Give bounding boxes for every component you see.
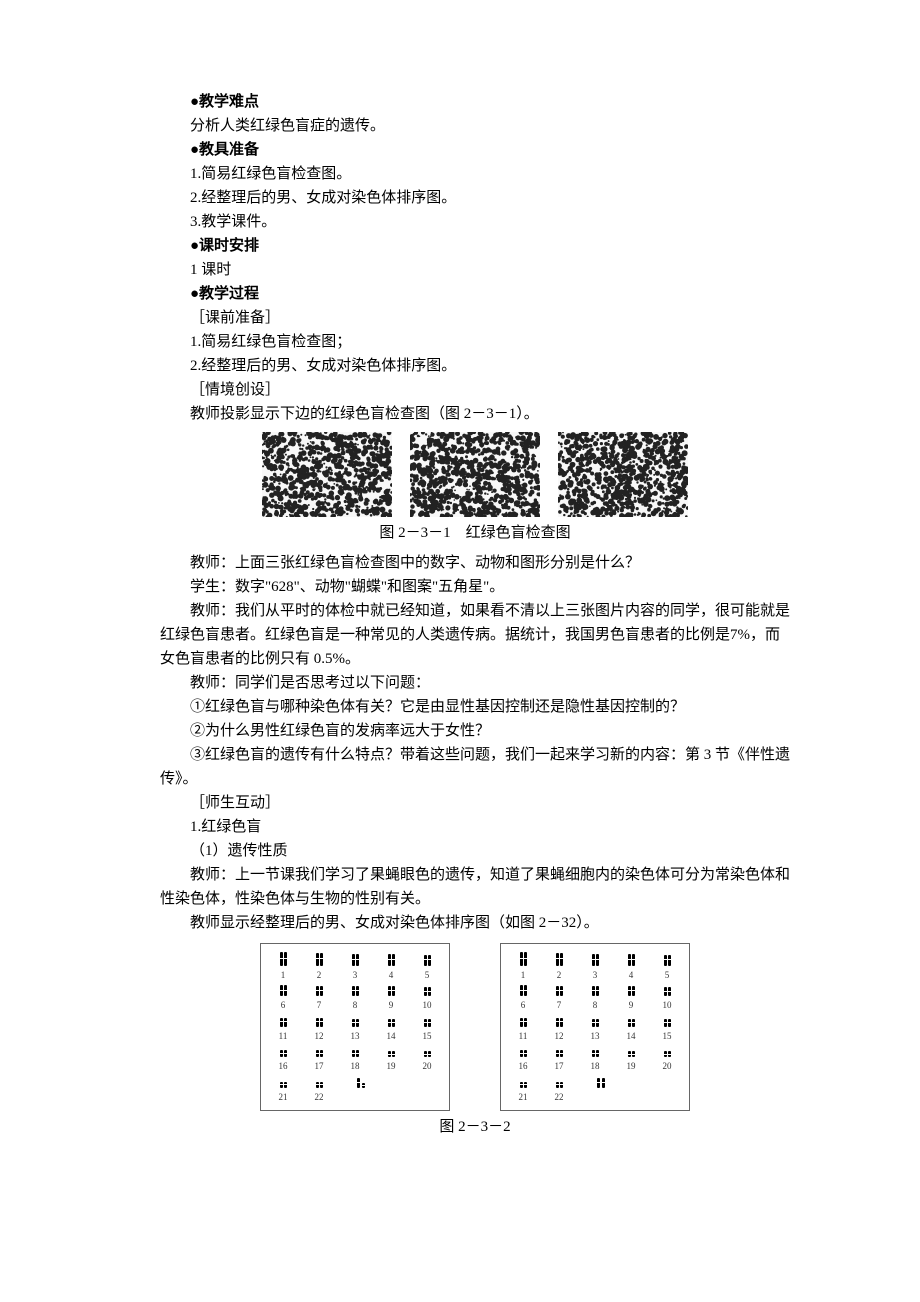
ishihara-figure (160, 432, 790, 517)
teacher-line-4: 教师：上一节课我们学习了果蝇眼色的遗传，知道了果蝇细胞内的染色体可分为常染色体和… (160, 863, 790, 911)
question-2: ②为什么男性红绿色盲的发病率远大于女性？ (160, 719, 790, 743)
chromosome-pair: 22 (307, 1074, 331, 1104)
interact-label: ［师生互动］ (160, 791, 790, 815)
tools-item-1: 1.简易红绿色盲检查图。 (160, 162, 790, 186)
figure-2-caption: 图 2－3－2 (160, 1115, 790, 1139)
tools-item-3: 3.教学课件。 (160, 210, 790, 234)
chromosome-pair: 7 (307, 982, 331, 1012)
chromosome-pair: 15 (655, 1013, 679, 1043)
chromosome-pair: 17 (307, 1043, 331, 1073)
chromosome-pair: 22 (547, 1074, 571, 1104)
chromosome-pair: 17 (547, 1043, 571, 1073)
chromosome-pair: 4 (379, 952, 403, 982)
teacher-line-1: 教师：上面三张红绿色盲检查图中的数字、动物和图形分别是什么？ (160, 551, 790, 575)
karyotype-female: 1 2 3 4 (500, 943, 690, 1111)
ishihara-plate-2 (410, 432, 540, 517)
section-heading-tools: ●教具准备 (160, 138, 790, 162)
chromosome-pair: 6 (511, 982, 535, 1012)
chromosome-pair: 11 (511, 1013, 535, 1043)
chromosome-pair: 16 (511, 1043, 535, 1073)
prep-item-1: 1.简易红绿色盲检查图； (160, 330, 790, 354)
karyotype-male: 1 2 3 4 (260, 943, 450, 1111)
chromosome-pair: 19 (619, 1043, 643, 1073)
chromosome-pair: 2 (547, 952, 571, 982)
teacher-line-2: 教师：我们从平时的体检中就已经知道，如果看不清以上三张图片内容的同学，很可能就是… (160, 599, 790, 671)
prep-label: ［课前准备］ (160, 306, 790, 330)
chromosome-pair: 21 (511, 1074, 535, 1104)
section-heading-difficulty: ●教学难点 (160, 90, 790, 114)
chromosome-pair: 20 (655, 1043, 679, 1073)
chromosome-pair: 18 (583, 1043, 607, 1073)
chromosome-pair: 8 (343, 982, 367, 1012)
chromosome-pair: 9 (379, 982, 403, 1012)
chromosome-pair: 7 (547, 982, 571, 1012)
chromosome-pair: 15 (415, 1013, 439, 1043)
chromosome-pair: 10 (655, 982, 679, 1012)
teacher-line-3: 教师：同学们是否思考过以下问题： (160, 671, 790, 695)
ishihara-dots-icon (262, 432, 392, 517)
tools-item-2: 2.经整理后的男、女成对染色体排序图。 (160, 186, 790, 210)
chromosome-pair: 14 (619, 1013, 643, 1043)
situation-text: 教师投影显示下边的红绿色盲检查图（图 2－3－1）。 (160, 402, 790, 426)
chromosome-pair: 13 (343, 1013, 367, 1043)
chromosome-pair: 6 (271, 982, 295, 1012)
chromosome-pair: 11 (271, 1013, 295, 1043)
chromosome-pair: 1 (511, 952, 535, 982)
chromosome-pair: 12 (547, 1013, 571, 1043)
prep-item-2: 2.经整理后的男、女成对染色体排序图。 (160, 354, 790, 378)
chromosome-pair: 3 (343, 952, 367, 982)
section-heading-process: ●教学过程 (160, 282, 790, 306)
ishihara-plate-1 (262, 432, 392, 517)
chromosome-pair: 10 (415, 982, 439, 1012)
difficulty-text: 分析人类红绿色盲症的遗传。 (160, 114, 790, 138)
time-text: 1 课时 (160, 258, 790, 282)
chromosome-pair: 20 (415, 1043, 439, 1073)
teacher-line-5: 教师显示经整理后的男、女成对染色体排序图（如图 2－32）。 (160, 911, 790, 935)
sex-chromosome-pair (589, 1074, 613, 1104)
chromosome-pair: 14 (379, 1013, 403, 1043)
chromosome-pair: 3 (583, 952, 607, 982)
ishihara-dots-icon (410, 432, 540, 517)
chromosome-pair: 5 (415, 952, 439, 982)
chromosome-pair: 21 (271, 1074, 295, 1104)
chromosome-pair: 8 (583, 982, 607, 1012)
chromosome-pair: 5 (655, 952, 679, 982)
situation-label: ［情境创设］ (160, 378, 790, 402)
chromosome-pair: 9 (619, 982, 643, 1012)
student-line-1: 学生：数字"628"、动物"蝴蝶"和图案"五角星"。 (160, 575, 790, 599)
chromosome-pair: 2 (307, 952, 331, 982)
chromosome-pair: 4 (619, 952, 643, 982)
question-3: ③红绿色盲的遗传有什么特点？带着这些问题，我们一起来学习新的内容：第 3 节《伴… (160, 743, 790, 791)
chromosome-pair: 18 (343, 1043, 367, 1073)
ishihara-plate-3 (558, 432, 688, 517)
chromosome-pair: 19 (379, 1043, 403, 1073)
chromosome-pair: 1 (271, 952, 295, 982)
chromosome-pair: 12 (307, 1013, 331, 1043)
figure-1-caption: 图 2－3－1 红绿色盲检查图 (160, 521, 790, 545)
subsection-1: 1.红绿色盲 (160, 815, 790, 839)
subsection-1-1: （1）遗传性质 (160, 839, 790, 863)
chromosome-pair: 13 (583, 1013, 607, 1043)
question-1: ①红绿色盲与哪种染色体有关？它是由显性基因控制还是隐性基因控制的？ (160, 695, 790, 719)
ishihara-dots-icon (558, 432, 688, 517)
sex-chromosome-pair (349, 1074, 373, 1104)
karyotype-figure: 1 2 3 4 (160, 943, 790, 1111)
section-heading-time: ●课时安排 (160, 234, 790, 258)
chromosome-pair: 16 (271, 1043, 295, 1073)
